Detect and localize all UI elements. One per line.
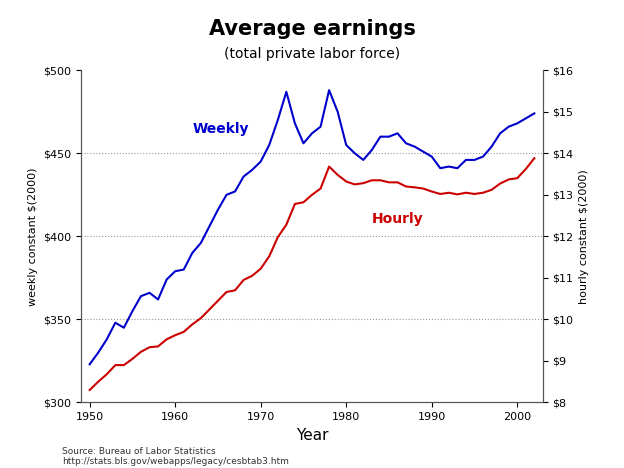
Text: http://stats.bls.gov/webapps/legacy/cesbtab3.htm: http://stats.bls.gov/webapps/legacy/cesb… [62, 457, 290, 466]
X-axis label: Year: Year [296, 428, 328, 443]
Text: Hourly: Hourly [372, 212, 424, 226]
Text: (total private labor force): (total private labor force) [224, 47, 400, 61]
Text: Source: Bureau of Labor Statistics: Source: Bureau of Labor Statistics [62, 447, 216, 456]
Y-axis label: hourly constant $(2000): hourly constant $(2000) [579, 169, 589, 304]
Y-axis label: weekly constant $(2000): weekly constant $(2000) [27, 167, 37, 306]
Text: Average earnings: Average earnings [208, 19, 416, 39]
Text: Weekly: Weekly [192, 122, 249, 136]
